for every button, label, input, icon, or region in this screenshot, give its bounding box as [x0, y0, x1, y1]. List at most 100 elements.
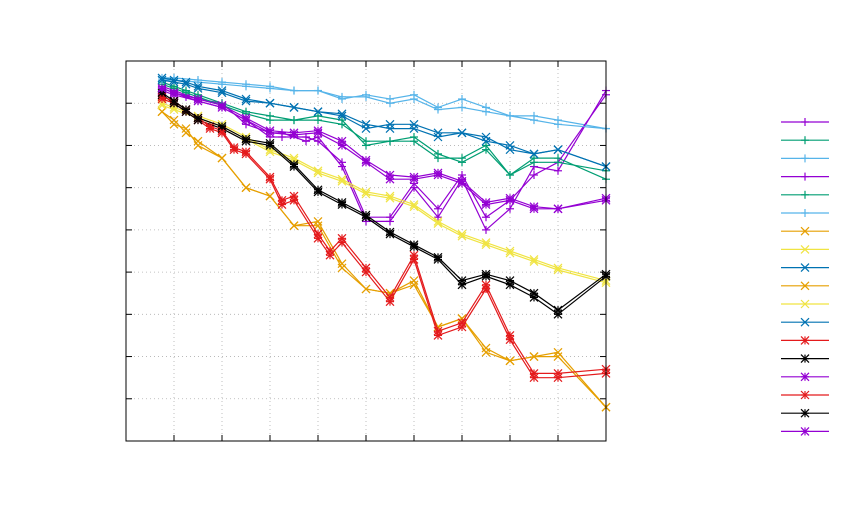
data-point	[800, 426, 810, 436]
data-point	[157, 84, 167, 93]
data-point	[410, 137, 418, 146]
series-17	[157, 88, 611, 315]
data-point	[800, 263, 810, 273]
data-point	[409, 280, 419, 290]
legend-entry	[781, 426, 829, 436]
data-point	[266, 84, 274, 93]
data-point	[265, 126, 275, 136]
series-line	[161, 81, 607, 180]
data-point	[169, 77, 179, 87]
data-point	[481, 280, 491, 290]
data-point	[529, 202, 539, 212]
data-point	[313, 217, 323, 226]
series-line	[161, 96, 607, 374]
data-point	[434, 213, 442, 222]
data-point	[433, 168, 443, 178]
data-point	[194, 78, 202, 87]
data-point	[241, 147, 251, 157]
data-point	[217, 122, 227, 131]
data-point	[482, 225, 490, 234]
data-point	[458, 103, 466, 112]
data-point	[409, 119, 419, 129]
data-point	[241, 183, 251, 193]
data-point	[800, 408, 810, 418]
data-point	[337, 174, 347, 184]
data-point	[801, 118, 809, 126]
legend-entry	[781, 390, 829, 400]
data-point	[801, 190, 809, 199]
data-point	[217, 88, 227, 98]
data-point	[385, 193, 395, 203]
data-point	[409, 172, 419, 182]
data-point	[169, 115, 179, 125]
legend-entry	[781, 209, 829, 217]
data-point	[157, 107, 167, 117]
data-point	[457, 314, 467, 323]
data-point	[181, 124, 191, 133]
data-point	[530, 116, 538, 125]
legend	[781, 118, 829, 436]
data-point	[433, 217, 443, 226]
data-point	[313, 185, 323, 195]
series-10	[157, 107, 611, 412]
data-point	[205, 122, 215, 131]
data-point	[529, 288, 539, 298]
data-point	[338, 120, 346, 129]
data-point	[410, 95, 418, 103]
data-point	[409, 124, 419, 133]
data-point	[193, 136, 203, 146]
data-point	[506, 171, 514, 179]
legend-entry	[781, 118, 829, 126]
series-layer	[157, 73, 611, 412]
data-point	[553, 373, 563, 383]
data-point	[482, 213, 490, 222]
data-point	[482, 141, 490, 150]
data-point	[169, 96, 179, 106]
data-point	[481, 136, 491, 146]
data-point	[457, 128, 467, 138]
data-point	[338, 158, 346, 167]
data-point	[801, 154, 809, 163]
data-point	[457, 176, 467, 186]
data-point	[481, 343, 491, 353]
data-point	[157, 100, 167, 110]
legend-entry	[781, 244, 829, 254]
data-point	[801, 136, 809, 145]
data-point	[800, 299, 810, 309]
data-point	[337, 233, 347, 243]
data-point	[434, 154, 442, 163]
series-7	[157, 107, 611, 412]
data-point	[265, 98, 275, 108]
data-point	[800, 317, 810, 327]
data-point	[553, 145, 563, 155]
data-point	[434, 105, 442, 114]
data-point	[481, 198, 491, 207]
data-point	[157, 75, 167, 85]
data-point	[409, 200, 419, 209]
data-point	[800, 281, 810, 291]
series-12	[157, 75, 611, 171]
data-point	[337, 176, 347, 186]
data-point	[505, 356, 515, 366]
series-line	[161, 83, 607, 176]
data-point	[241, 134, 251, 144]
data-point	[386, 213, 394, 222]
data-point	[506, 111, 514, 120]
data-point	[337, 198, 347, 207]
data-point	[409, 250, 419, 260]
data-point	[181, 105, 191, 114]
data-point	[553, 204, 563, 214]
data-point	[529, 352, 539, 361]
data-point	[289, 103, 299, 112]
data-point	[217, 100, 227, 110]
legend-entry	[781, 263, 829, 273]
legend-entry	[781, 372, 829, 382]
data-point	[265, 191, 275, 201]
data-point	[313, 126, 323, 136]
data-point	[505, 331, 515, 340]
axis-ticks	[126, 61, 606, 441]
data-point	[265, 147, 275, 157]
legend-entry	[781, 226, 829, 236]
